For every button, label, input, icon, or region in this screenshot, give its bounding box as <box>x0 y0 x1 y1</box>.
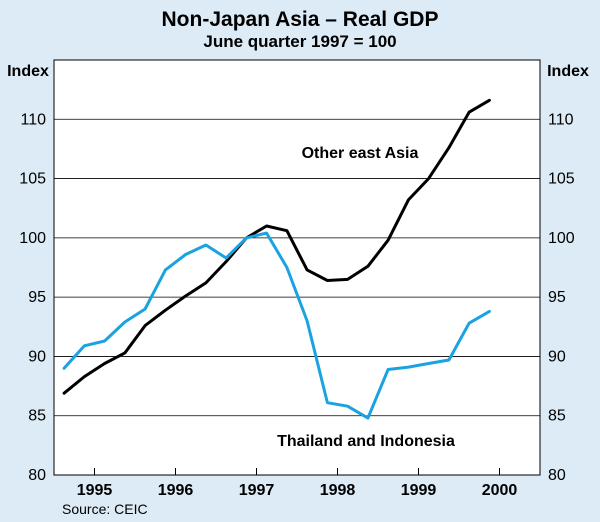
y-ticks-left: 80 85 90 95 100 105 110 <box>19 111 46 484</box>
source-note: Source: CEIC <box>62 501 148 517</box>
chart-title: Non-Japan Asia – Real GDP <box>162 8 439 31</box>
y-tick-right: 110 <box>548 111 574 128</box>
y-tick-left: 105 <box>19 171 46 188</box>
x-tick-label: 1995 <box>77 482 113 499</box>
series-line-1 <box>62 231 491 420</box>
x-tick-label: 1998 <box>320 482 356 499</box>
y-axis-label-left: Index <box>7 63 49 80</box>
y-tick-left: 80 <box>28 467 46 484</box>
y-ticks-right: 80 85 90 95 100 105 110 <box>548 111 575 484</box>
x-tick-label: 2000 <box>482 482 518 499</box>
y-tick-left: 85 <box>28 408 46 425</box>
x-ticks: 1995 1996 1997 1998 1999 2000 <box>77 468 518 499</box>
y-tick-right: 105 <box>548 171 575 188</box>
series-line-0 <box>62 98 491 395</box>
plot-area <box>53 59 541 476</box>
y-tick-left: 90 <box>28 348 46 365</box>
y-tick-right: 100 <box>548 230 575 247</box>
series-label-other-east-asia: Other east Asia <box>302 145 419 162</box>
y-tick-right: 95 <box>548 289 566 306</box>
y-tick-right: 85 <box>548 408 566 425</box>
x-tick-label: 1996 <box>158 482 194 499</box>
y-tick-left: 110 <box>20 111 46 128</box>
y-tick-left: 100 <box>19 230 46 247</box>
y-tick-right: 90 <box>548 348 566 365</box>
series-lines <box>62 98 491 420</box>
x-tick-label: 1999 <box>401 482 437 499</box>
series-label-thailand-indonesia: Thailand and Indonesia <box>277 433 455 450</box>
y-tick-left: 95 <box>28 289 46 306</box>
chart-subtitle: June quarter 1997 = 100 <box>203 32 396 51</box>
y-tick-right: 80 <box>548 467 566 484</box>
x-tick-label: 1997 <box>239 482 275 499</box>
y-axis-label-right: Index <box>547 63 589 80</box>
